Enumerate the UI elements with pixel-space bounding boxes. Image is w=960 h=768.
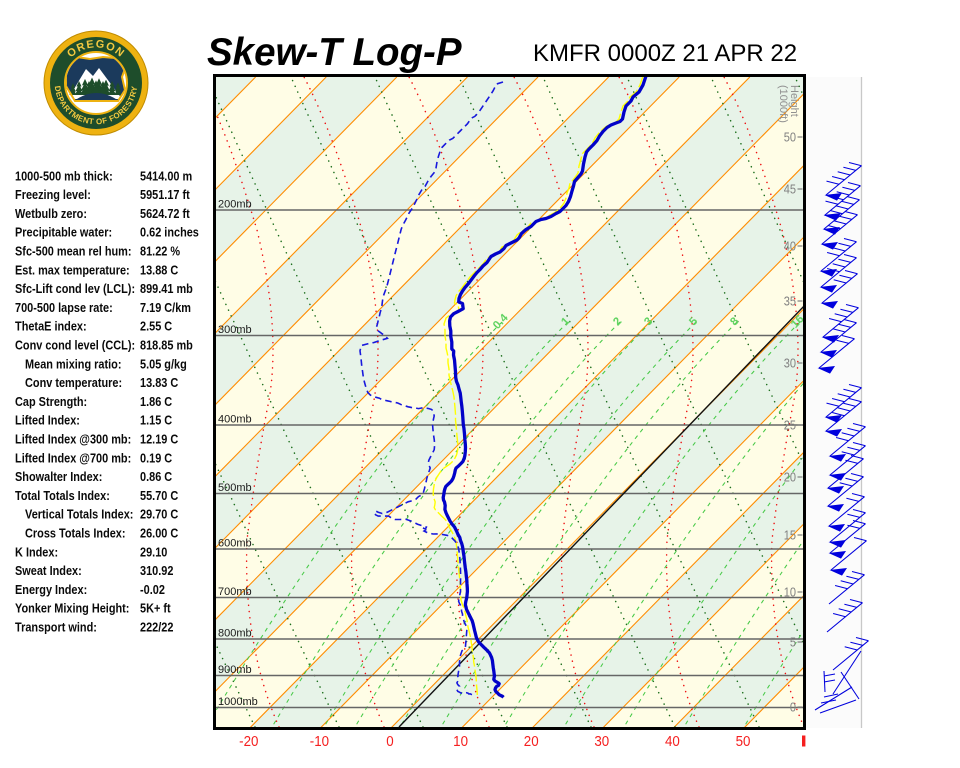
svg-text:-20: -20 — [239, 733, 258, 750]
svg-text:Wetbulb zero:: Wetbulb zero: — [15, 206, 87, 221]
svg-text:20: 20 — [524, 733, 539, 750]
svg-text:81.22 %: 81.22 % — [140, 244, 180, 259]
svg-text:310.92: 310.92 — [140, 563, 174, 578]
svg-text:0.62 inches: 0.62 inches — [140, 225, 199, 240]
svg-text:45: 45 — [784, 182, 797, 197]
svg-text:400mb: 400mb — [218, 414, 252, 426]
svg-text:Cross Totals Index:: Cross Totals Index: — [25, 526, 125, 541]
svg-text:29.70 C: 29.70 C — [140, 507, 179, 522]
svg-text:800mb: 800mb — [218, 628, 252, 640]
svg-text:-10: -10 — [310, 733, 329, 750]
svg-text:Skew-T Log-P: Skew-T Log-P — [207, 31, 462, 74]
svg-text:ThetaE index:: ThetaE index: — [15, 319, 87, 334]
svg-text:29.10: 29.10 — [140, 544, 168, 559]
svg-text:5414.00 m: 5414.00 m — [140, 168, 192, 183]
svg-text:700mb: 700mb — [218, 586, 252, 598]
svg-text:15: 15 — [784, 528, 797, 543]
svg-text:40: 40 — [665, 733, 680, 750]
svg-text:K Index:: K Index: — [15, 544, 58, 559]
svg-text:5951.17 ft: 5951.17 ft — [140, 187, 190, 202]
svg-text:Cap Strength:: Cap Strength: — [15, 394, 87, 409]
svg-text:30: 30 — [594, 733, 609, 750]
svg-text:35: 35 — [784, 294, 797, 309]
svg-text:Energy Index:: Energy Index: — [15, 582, 87, 597]
svg-text:Height: Height — [788, 85, 800, 117]
svg-text:0: 0 — [386, 733, 394, 750]
svg-text:Lifted Index @300 mb:: Lifted Index @300 mb: — [15, 432, 131, 447]
svg-text:Est. max temperature:: Est. max temperature: — [15, 262, 130, 277]
svg-text:20: 20 — [784, 470, 797, 485]
svg-text:1.86 C: 1.86 C — [140, 394, 172, 409]
svg-text:50: 50 — [784, 130, 797, 145]
svg-text:Precipitable water:: Precipitable water: — [15, 225, 112, 240]
svg-text:7.19 C/km: 7.19 C/km — [140, 300, 191, 315]
svg-text:700-500 lapse rate:: 700-500 lapse rate: — [15, 300, 113, 315]
svg-text:300mb: 300mb — [218, 324, 252, 336]
svg-text:Sfc-Lift cond lev (LCL):: Sfc-Lift cond lev (LCL): — [15, 281, 135, 296]
svg-text:Conv cond level (CCL):: Conv cond level (CCL): — [15, 338, 135, 353]
svg-text:200mb: 200mb — [218, 199, 252, 211]
svg-text:5: 5 — [790, 635, 796, 650]
svg-text:222/22: 222/22 — [140, 620, 174, 635]
svg-text:600mb: 600mb — [218, 538, 252, 550]
svg-text:5.05 g/kg: 5.05 g/kg — [140, 356, 187, 371]
svg-text:10: 10 — [453, 733, 468, 750]
svg-text:5624.72 ft: 5624.72 ft — [140, 206, 190, 221]
svg-text:Showalter Index:: Showalter Index: — [15, 469, 102, 484]
svg-text:26.00 C: 26.00 C — [140, 526, 179, 541]
svg-text:5K+ ft: 5K+ ft — [140, 601, 171, 616]
svg-text:2.55 C: 2.55 C — [140, 319, 172, 334]
svg-text:Lifted Index:: Lifted Index: — [15, 413, 80, 428]
svg-text:1000-500 mb thick:: 1000-500 mb thick: — [15, 168, 113, 183]
svg-text:50: 50 — [736, 733, 751, 750]
svg-text:(1000ft): (1000ft) — [777, 85, 789, 123]
svg-text:Lifted Index @700 mb:: Lifted Index @700 mb: — [15, 450, 131, 465]
svg-text:40: 40 — [784, 239, 797, 254]
svg-text:0.19 C: 0.19 C — [140, 450, 172, 465]
svg-text:55.70 C: 55.70 C — [140, 488, 179, 503]
svg-text:Conv temperature:: Conv temperature: — [25, 375, 122, 390]
svg-text:16: 16 — [789, 313, 807, 331]
svg-text:Freezing level:: Freezing level: — [15, 187, 91, 202]
svg-text:0.86 C: 0.86 C — [140, 469, 172, 484]
svg-text:30: 30 — [784, 356, 797, 371]
svg-text:Mean mixing ratio:: Mean mixing ratio: — [25, 356, 121, 371]
svg-text:Sfc-500 mean rel hum:: Sfc-500 mean rel hum: — [15, 244, 131, 259]
svg-text:Yonker Mixing Height:: Yonker Mixing Height: — [15, 601, 129, 616]
svg-text:13.83 C: 13.83 C — [140, 375, 179, 390]
svg-text:13.88 C: 13.88 C — [140, 262, 179, 277]
svg-text:818.85 mb: 818.85 mb — [140, 338, 193, 353]
svg-text:1000mb: 1000mb — [218, 696, 258, 708]
svg-text:10: 10 — [784, 585, 797, 600]
svg-text:12.19 C: 12.19 C — [140, 432, 179, 447]
svg-text:899.41 mb: 899.41 mb — [140, 281, 193, 296]
svg-text:-0.02: -0.02 — [140, 582, 165, 597]
svg-text:Sweat Index:: Sweat Index: — [15, 563, 82, 578]
svg-text:25: 25 — [784, 418, 797, 433]
svg-text:1.15 C: 1.15 C — [140, 413, 172, 428]
svg-text:900mb: 900mb — [218, 664, 252, 676]
svg-text:Transport wind:: Transport wind: — [15, 620, 97, 635]
svg-text:Total Totals Index:: Total Totals Index: — [15, 488, 110, 503]
svg-text:500mb: 500mb — [218, 482, 252, 494]
svg-text:KMFR 0000Z 21 APR 22: KMFR 0000Z 21 APR 22 — [533, 40, 797, 67]
svg-text:0: 0 — [790, 700, 796, 715]
svg-text:Vertical Totals Index:: Vertical Totals Index: — [25, 507, 133, 522]
